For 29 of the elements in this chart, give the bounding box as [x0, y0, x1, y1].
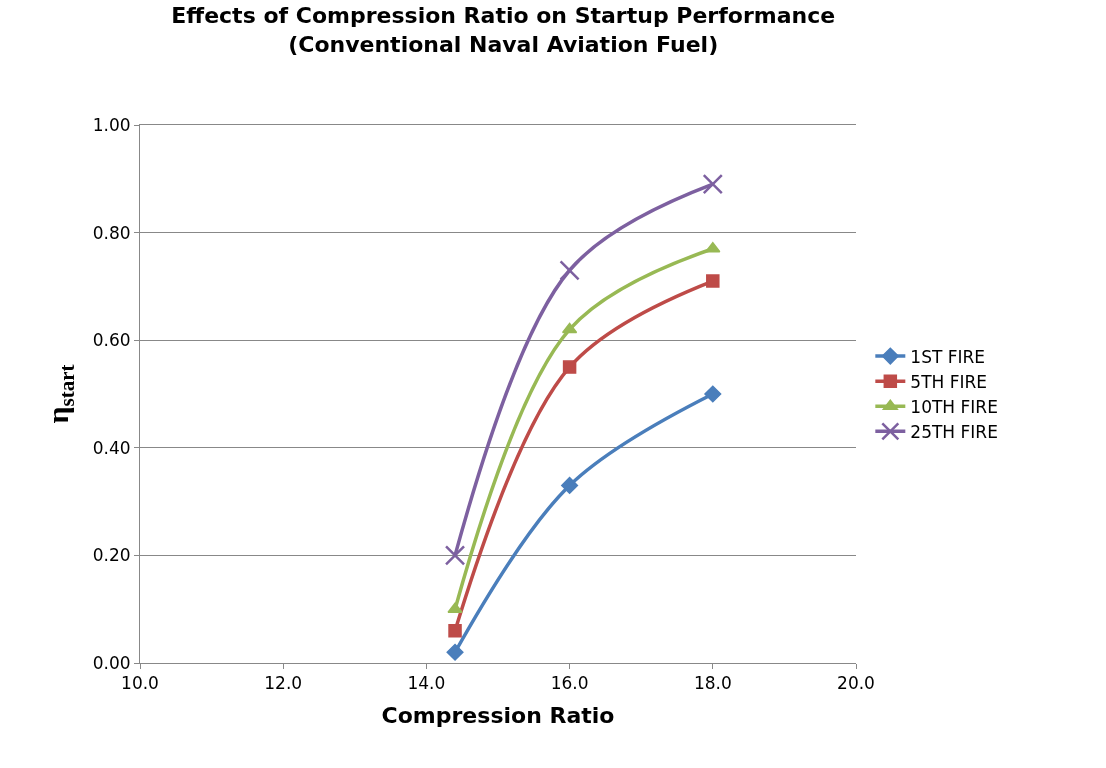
y-tick-label: 0.80: [92, 222, 131, 243]
point: [444, 545, 466, 566]
x-tick-label: 10.0: [121, 673, 159, 694]
legend-label: 10TH FIRE: [910, 396, 998, 417]
point: [705, 241, 721, 253]
y-tick-label: 0.40: [92, 437, 131, 458]
legend-label: 25TH FIRE: [910, 421, 998, 442]
chart-title: Effects of Compression Ratio on Startup Performance (Conventional Naval Aviation Fuel): [171, 3, 836, 57]
y-tick-label: 0.60: [92, 330, 131, 351]
x-tick-label: 16.0: [550, 673, 589, 694]
x-tick-label: 20.0: [837, 673, 875, 694]
point: [559, 260, 580, 281]
x-tick-label: 12.0: [264, 673, 303, 694]
point: [446, 643, 464, 661]
point: [448, 623, 462, 638]
point: [561, 322, 578, 334]
x-axis-title: Compression Ratio: [381, 703, 615, 729]
x-tick-label: 18.0: [693, 673, 732, 694]
x-tick-label: 14.0: [407, 673, 446, 694]
point: [706, 274, 720, 288]
point: [561, 476, 579, 495]
legend-label: 1ST FIRE: [910, 346, 986, 367]
point: [562, 360, 577, 374]
legend-label: 5TH FIRE: [910, 371, 988, 392]
point: [704, 385, 722, 403]
y-tick-label: 0.00: [92, 652, 131, 673]
y-tick-label: 1.00: [92, 114, 131, 135]
y-tick-label: 0.20: [92, 545, 131, 566]
point: [702, 173, 724, 195]
